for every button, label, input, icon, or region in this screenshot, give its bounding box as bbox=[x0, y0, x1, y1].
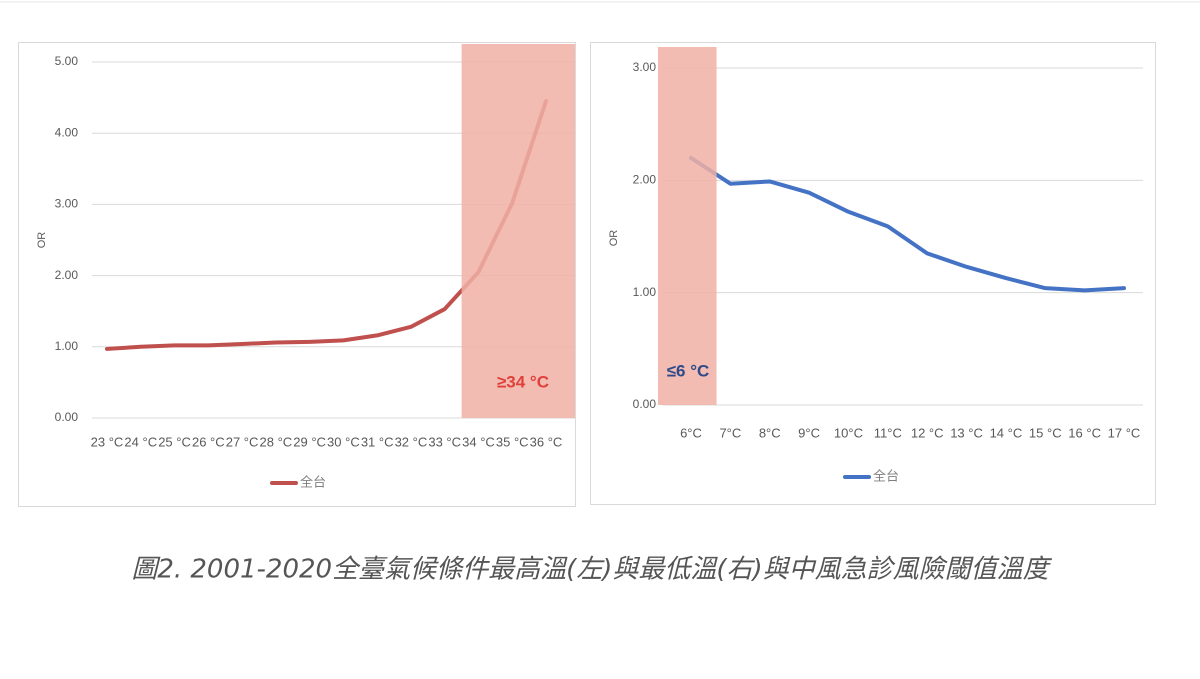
x-tick-label: 35 °C bbox=[496, 434, 529, 449]
x-tick-label: 31 °C bbox=[361, 434, 394, 449]
y-tick-label: 0.00 bbox=[633, 397, 657, 411]
x-tick-label: 33 °C bbox=[428, 434, 461, 449]
x-tick-label: 23 °C bbox=[91, 434, 124, 449]
x-tick-label: 6°C bbox=[680, 425, 702, 440]
y-tick-label: 5.00 bbox=[55, 54, 79, 68]
y-tick-label: 3.00 bbox=[633, 60, 657, 74]
x-tick-label: 32 °C bbox=[395, 434, 428, 449]
x-tick-label: 7°C bbox=[719, 425, 741, 440]
x-tick-label: 25 °C bbox=[158, 434, 191, 449]
x-tick-label: 27 °C bbox=[226, 434, 259, 449]
highlight-label: ≥34 °C bbox=[497, 372, 549, 391]
y-tick-label: 1.00 bbox=[633, 285, 657, 299]
x-tick-label: 26 °C bbox=[192, 434, 225, 449]
caption: 圖2. 2001-2020全臺氣候條件最高溫(左)與最低溫(右)與中風急診風險閾… bbox=[131, 555, 1052, 585]
x-tick-label: 14 °C bbox=[990, 425, 1023, 440]
x-tick-label: 30 °C bbox=[327, 434, 360, 449]
x-tick-label: 13 °C bbox=[950, 425, 983, 440]
y-tick-label: 1.00 bbox=[55, 339, 79, 353]
legend-label: 全台 bbox=[300, 474, 326, 489]
x-tick-label: 9°C bbox=[798, 425, 820, 440]
x-tick-label: 16 °C bbox=[1068, 425, 1101, 440]
y-tick-label: 2.00 bbox=[633, 173, 657, 187]
x-tick-label: 24 °C bbox=[124, 434, 157, 449]
x-tick-label: 15 °C bbox=[1029, 425, 1062, 440]
y-tick-label: 0.00 bbox=[55, 410, 79, 424]
data-line bbox=[689, 155, 1126, 293]
x-tick-label: 34 °C bbox=[462, 434, 495, 449]
y-axis-label: OR bbox=[36, 232, 48, 249]
x-tick-label: 12 °C bbox=[911, 425, 944, 440]
highlight-band bbox=[658, 47, 717, 405]
y-tick-label: 3.00 bbox=[55, 197, 79, 211]
x-tick-label: 36 °C bbox=[530, 434, 563, 449]
y-axis-label: OR bbox=[608, 230, 620, 247]
y-tick-label: 4.00 bbox=[55, 125, 79, 139]
x-tick-label: 11°C bbox=[874, 425, 902, 440]
highlight-band bbox=[461, 44, 575, 418]
x-tick-label: 29 °C bbox=[293, 434, 326, 449]
highlight-label: ≤6 °C bbox=[667, 361, 710, 380]
y-tick-label: 2.00 bbox=[55, 268, 79, 282]
legend-label: 全台 bbox=[873, 468, 899, 483]
x-tick-label: 17 °C bbox=[1108, 425, 1141, 440]
x-tick-label: 8°C bbox=[759, 425, 781, 440]
x-tick-label: 28 °C bbox=[260, 434, 293, 449]
x-tick-label: 10°C bbox=[834, 425, 863, 440]
